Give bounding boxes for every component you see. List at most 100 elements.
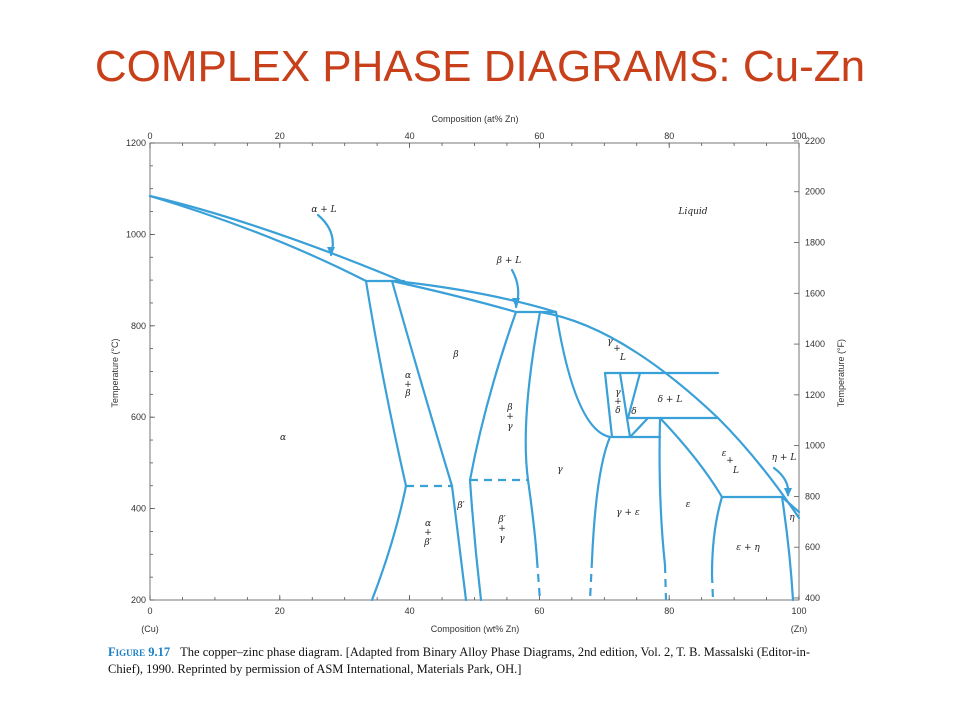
eta-liquidus — [780, 495, 801, 514]
arrowhead-eta-L — [784, 488, 792, 497]
figure-caption: Figure 9.17 The copper–zinc phase diagram… — [108, 644, 838, 678]
bottom-tick-label: 20 — [275, 606, 285, 616]
beta-left — [390, 279, 454, 488]
eps-right — [658, 416, 724, 499]
label-alpha-beta: α + β — [404, 371, 412, 399]
label-betap-gamma-2: + — [498, 524, 506, 534]
right-axis-title: Temperature (°F) — [836, 339, 846, 407]
gamma-right-dash — [588, 559, 594, 601]
label-eta: η — [789, 513, 795, 523]
eps-left-dash — [663, 564, 668, 601]
arrowhead-alpha-L — [327, 247, 335, 256]
right-tick-label: 1400 — [805, 339, 825, 349]
liquidus-alpha — [148, 194, 406, 284]
top-tick-label: 0 — [147, 131, 152, 141]
right-tick-label: 600 — [805, 542, 820, 552]
left-tick-label: 400 — [131, 504, 146, 514]
label-eps-L: ε + L — [722, 449, 739, 476]
label-eps-L-2: + — [726, 456, 734, 466]
eps-right-dash — [710, 574, 715, 601]
delta-right — [626, 371, 720, 420]
gamma-right — [554, 310, 612, 439]
betap-right — [468, 478, 483, 602]
label-alpha-betap-1: α — [425, 519, 431, 529]
label-gamma-delta-2: + — [614, 397, 622, 407]
label-alpha-betap-2: + — [424, 528, 432, 538]
left-tick-label: 800 — [131, 321, 146, 331]
right-tick-label: 400 — [805, 593, 820, 603]
label-liquid: Liquid — [677, 207, 707, 217]
beta-right — [468, 310, 518, 482]
bottom-axis-title: Composition (wt% Zn) — [431, 624, 520, 634]
label-alpha-beta-1: α — [405, 371, 411, 381]
label-betap-gamma-1: β′ — [497, 515, 505, 525]
right-tick-label: 800 — [805, 491, 820, 501]
dashed-boundaries — [406, 478, 715, 601]
caption-text: The copper–zinc phase diagram. [Adapted … — [108, 645, 811, 676]
top-tick-label: 100 — [791, 131, 806, 141]
label-beta-prime: β′ — [456, 501, 464, 511]
left-tick-label: 1000 — [126, 229, 146, 239]
cu-zn-phase-diagram: 0 20 40 60 80 1000 20 40 60 80 1001200100080060040… — [110, 114, 846, 634]
right-tick-label: 2000 — [805, 187, 825, 197]
label-gamma: γ — [557, 465, 563, 475]
label-gamma-delta: γ + δ — [614, 388, 622, 416]
gamma-left-dash — [535, 559, 542, 601]
solidus-beta — [390, 279, 518, 314]
label-alpha-beta-3: β — [404, 389, 410, 399]
right-tick-label: 1200 — [805, 390, 825, 400]
eps-left — [658, 416, 667, 567]
right-tick-label: 1800 — [805, 238, 825, 248]
label-epsilon: ε — [686, 500, 691, 510]
gamma-left — [524, 310, 542, 482]
right-tick-label: 2200 — [805, 136, 825, 146]
left-tick-label: 1200 — [126, 138, 146, 148]
top-axis-title: Composition (at% Zn) — [431, 114, 518, 124]
label-betap-gamma: β′ + γ — [497, 515, 505, 544]
label-beta: β — [452, 350, 458, 360]
bottom-tick-label: 60 — [534, 606, 544, 616]
delta-left — [618, 371, 632, 439]
left-tick-label: 600 — [131, 412, 146, 422]
label-betap-gamma-3: γ — [499, 534, 505, 544]
arrowhead-beta-L — [512, 298, 520, 308]
top-tick-label: 60 — [534, 131, 544, 141]
label-gamma-delta-3: δ — [615, 406, 620, 416]
label-alpha-betap-3: β′ — [423, 538, 431, 548]
top-tick-label: 20 — [275, 131, 285, 141]
eps-solidus — [710, 495, 724, 577]
axis-ticks: 0 20 40 60 80 1000 20 40 60 80 1001200100080060040… — [126, 131, 825, 616]
label-alpha: α — [280, 433, 286, 443]
label-beta-gamma-3: γ — [507, 422, 513, 432]
right-tick-label: 1600 — [805, 288, 825, 298]
label-alpha-L: α + L — [311, 205, 336, 215]
left-axis-title: Temperature (°C) — [110, 338, 120, 407]
gamma-left-low — [526, 478, 539, 562]
left-tick-label: 200 — [131, 595, 146, 605]
gamma-right-low — [590, 435, 612, 562]
label-eps-L-3: L — [732, 466, 739, 476]
liquidus-beta — [402, 280, 558, 314]
alpha-solvus-low — [370, 484, 408, 602]
alpha-solvus — [364, 279, 408, 488]
label-gamma-eps: γ + ε — [616, 508, 640, 518]
betap-left — [450, 484, 468, 602]
arrowheads — [327, 247, 792, 497]
label-eps-L-1: ε — [722, 449, 727, 459]
label-gamma-L-3: L — [619, 353, 626, 363]
phase-boundaries — [148, 194, 801, 602]
label-alpha-betap: α + β′ — [423, 519, 431, 548]
label-eps-eta: ε + η — [736, 543, 760, 553]
bottom-tick-label: 100 — [791, 606, 806, 616]
delta-eps — [628, 416, 650, 439]
label-beta-gamma-2: + — [506, 412, 514, 422]
figure-label: Figure 9.17 — [108, 645, 171, 659]
label-gamma-delta-1: γ — [615, 388, 621, 398]
liquidus-delta-eps — [716, 416, 801, 520]
label-alpha-beta-2: + — [404, 380, 412, 390]
bottom-tick-label: 80 — [664, 606, 674, 616]
label-beta-L: β + L — [496, 256, 521, 266]
label-eta-L: η + L — [772, 453, 797, 463]
top-tick-label: 80 — [664, 131, 674, 141]
liquidus-gamma — [538, 310, 720, 420]
